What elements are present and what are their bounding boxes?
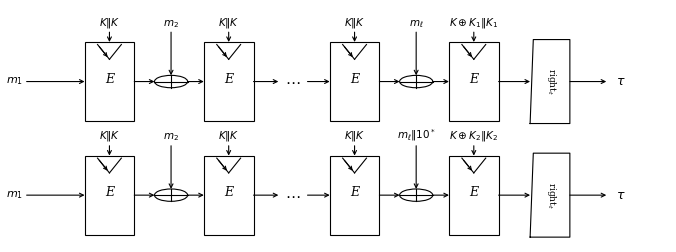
Bar (330, 42, 379, 121)
Text: $\tau$: $\tau$ (617, 189, 626, 202)
Text: E: E (224, 73, 233, 86)
Bar (330, 156, 379, 235)
Text: right$_t$: right$_t$ (546, 68, 558, 95)
Text: $m_1$: $m_1$ (6, 76, 23, 87)
Text: E: E (105, 186, 114, 199)
Text: right$_t$: right$_t$ (546, 182, 558, 209)
Text: $\cdots$: $\cdots$ (285, 188, 301, 203)
Text: E: E (224, 186, 233, 199)
Text: $m_2$: $m_2$ (163, 18, 179, 30)
Text: $K\oplus K_1\|K_1$: $K\oplus K_1\|K_1$ (449, 16, 498, 30)
Text: E: E (469, 73, 479, 86)
Text: E: E (350, 186, 359, 199)
Text: E: E (350, 73, 359, 86)
Bar (204, 42, 254, 121)
Bar (84, 156, 135, 235)
Text: $K\|K$: $K\|K$ (99, 129, 120, 143)
Text: E: E (105, 73, 114, 86)
Text: $m_{\ell}$: $m_{\ell}$ (409, 18, 423, 30)
Text: $m_2$: $m_2$ (163, 132, 179, 143)
Bar (449, 156, 499, 235)
Text: $\tau$: $\tau$ (617, 75, 626, 88)
Text: $\cdots$: $\cdots$ (285, 74, 301, 89)
Bar (449, 42, 499, 121)
Bar (84, 42, 135, 121)
Text: $K\|K$: $K\|K$ (218, 129, 239, 143)
Bar (204, 156, 254, 235)
Polygon shape (530, 153, 570, 237)
Polygon shape (530, 40, 570, 123)
Text: $K\|K$: $K\|K$ (218, 16, 239, 30)
Text: E: E (469, 186, 479, 199)
Text: $K\|K$: $K\|K$ (344, 129, 365, 143)
Text: $m_{\ell}\|10^*$: $m_{\ell}\|10^*$ (397, 128, 435, 143)
Text: $K\|K$: $K\|K$ (344, 16, 365, 30)
Text: $K\oplus K_2\|K_2$: $K\oplus K_2\|K_2$ (450, 129, 498, 143)
Text: $K\|K$: $K\|K$ (99, 16, 120, 30)
Text: $m_1$: $m_1$ (6, 189, 23, 201)
